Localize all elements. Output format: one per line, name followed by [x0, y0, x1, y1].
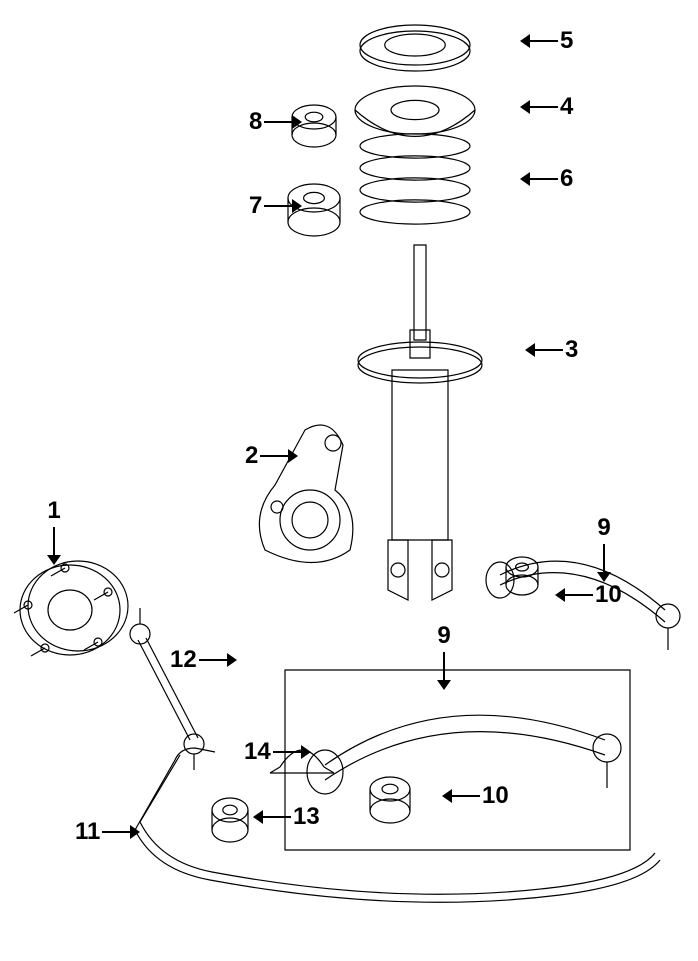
part-coil-spring [360, 134, 470, 224]
callout-number: 10 [595, 581, 622, 609]
part-control-arm-bushing-front [370, 777, 410, 823]
callout-stabilizer-bar: 11 [75, 818, 140, 846]
callout-arrow-icon [47, 527, 61, 565]
part-strut-assembly [358, 245, 482, 600]
callout-arrow-icon [442, 789, 480, 803]
callout-arrow-icon [253, 810, 291, 824]
callout-arrow-icon [273, 745, 311, 759]
callout-arrow-icon [102, 825, 140, 839]
callout-number: 9 [597, 514, 610, 542]
callout-number: 1 [47, 497, 60, 525]
callout-number: 10 [482, 782, 509, 810]
diagram-stage: 1 2 3 4 5 6 7 8 9 9 10 10 11 12 13 14 [0, 0, 698, 961]
callout-strut-assembly: 3 [525, 336, 578, 364]
callout-number: 13 [293, 803, 320, 831]
parts-lineart [0, 0, 698, 961]
callout-arrow-icon [520, 100, 558, 114]
callout-number: 6 [560, 165, 573, 193]
part-strut-mount-cap [360, 25, 470, 71]
callout-arrow-icon [264, 115, 302, 129]
callout-number: 2 [245, 442, 258, 470]
callout-number: 3 [565, 336, 578, 364]
callout-strut-mount-cap: 5 [520, 27, 573, 55]
callout-strut-bearing: 7 [249, 192, 302, 220]
callout-bump-stop: 8 [249, 108, 302, 136]
callout-number: 14 [244, 738, 271, 766]
callout-stabilizer-bushing: 13 [253, 803, 320, 831]
callout-stabilizer-link: 12 [170, 646, 237, 674]
part-stabilizer-link [130, 608, 204, 770]
callout-stabilizer-bracket: 14 [244, 738, 311, 766]
callout-spring-seat-upper: 4 [520, 93, 573, 121]
callout-arrow-icon [260, 449, 298, 463]
part-stabilizer-bushing [212, 798, 248, 842]
callout-number: 9 [437, 622, 450, 650]
callout-arrow-icon [525, 343, 563, 357]
callout-arrow-icon [199, 653, 237, 667]
callout-arrow-icon [520, 172, 558, 186]
part-control-arm-front-frame [285, 670, 630, 850]
callout-control-arm-rear: 9 [597, 514, 611, 582]
callout-coil-spring: 6 [520, 165, 573, 193]
callout-number: 11 [75, 818, 100, 846]
callout-number: 12 [170, 646, 197, 674]
callout-number: 7 [249, 192, 262, 220]
callout-arrow-icon [555, 588, 593, 602]
callout-control-arm-bushing-front: 10 [442, 782, 509, 810]
callout-arrow-icon [264, 199, 302, 213]
callout-steering-knuckle: 2 [245, 442, 298, 470]
part-spring-seat-upper [355, 86, 475, 136]
callout-arrow-icon [520, 34, 558, 48]
callout-number: 5 [560, 27, 573, 55]
part-control-arm-bushing-rear [506, 557, 538, 595]
callout-number: 4 [560, 93, 573, 121]
callout-control-arm-bushing-rear: 10 [555, 581, 622, 609]
callout-arrow-icon [437, 652, 451, 690]
part-wheel-hub [14, 561, 128, 656]
callout-arrow-icon [597, 544, 611, 582]
callout-control-arm-front: 9 [437, 622, 451, 690]
callout-wheel-hub: 1 [47, 497, 61, 565]
callout-number: 8 [249, 108, 262, 136]
